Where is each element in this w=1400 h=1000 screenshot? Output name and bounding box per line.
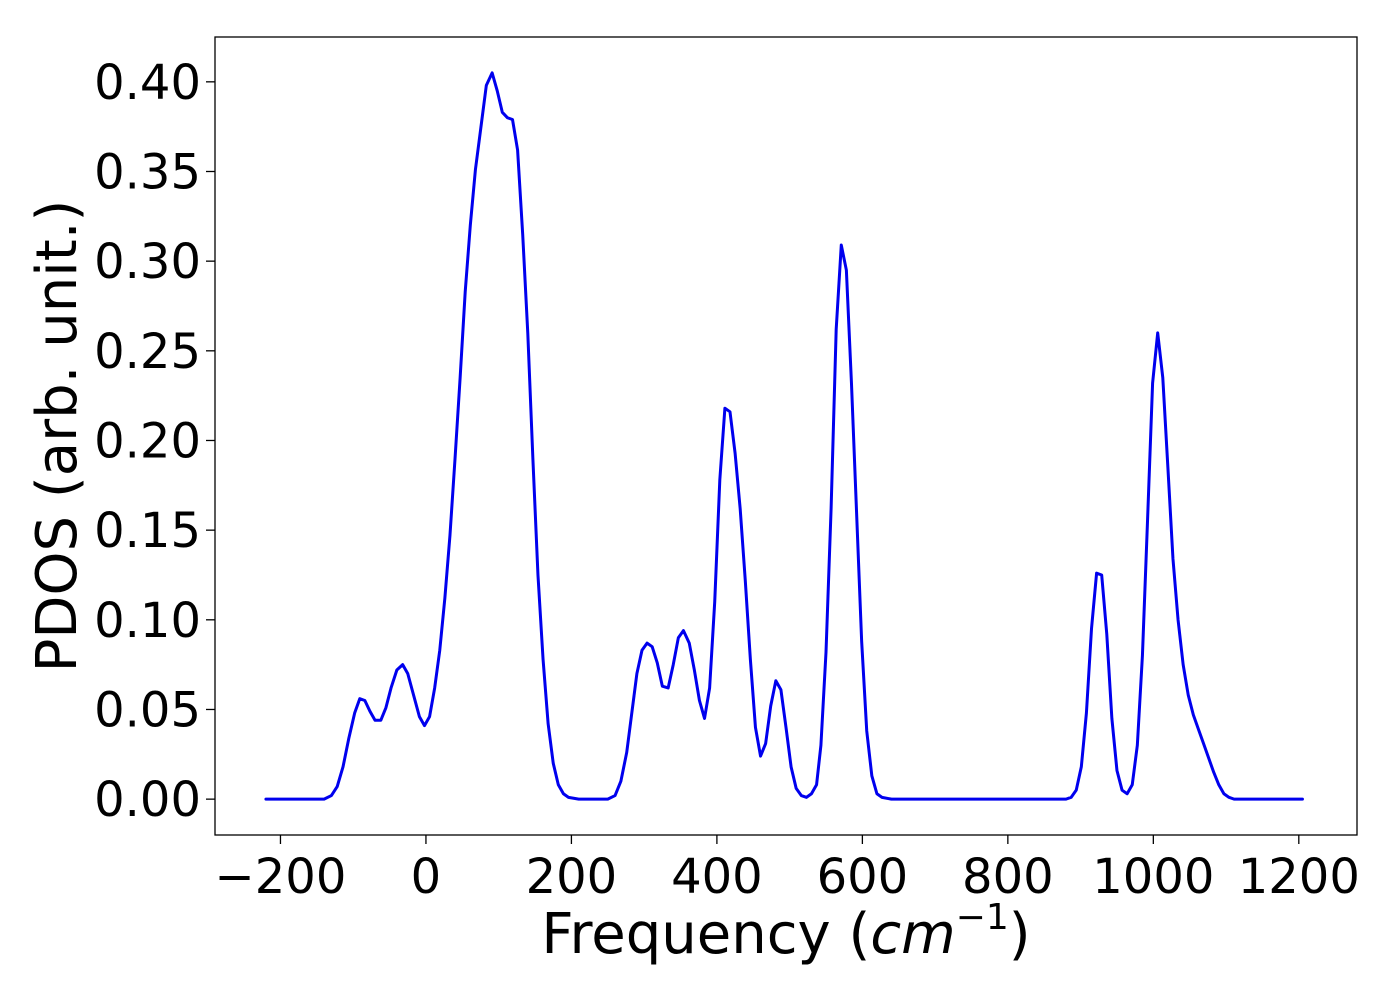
x-axis-label-close: )	[1009, 902, 1031, 967]
y-tick-label: 0.30	[94, 234, 201, 290]
x-axis: −200 0 200 400 600 800 1000 1200	[215, 835, 1360, 905]
x-tick-label: 0	[411, 849, 442, 905]
y-tick-label: 0.15	[94, 503, 201, 559]
x-axis-label-exponent: −1	[956, 897, 1009, 938]
x-tick-label: 800	[962, 849, 1054, 905]
y-tick-label: 0.00	[94, 772, 201, 828]
x-tick-label: 600	[817, 849, 909, 905]
y-tick-label: 0.05	[94, 682, 201, 738]
y-tick-label: 0.20	[94, 413, 201, 469]
y-tick-label: 0.10	[94, 593, 201, 649]
x-tick-label: 200	[526, 849, 618, 905]
x-tick-label: −200	[215, 849, 347, 905]
y-tick-label: 0.25	[94, 324, 201, 380]
x-tick-label: 400	[671, 849, 763, 905]
plot-area	[264, 71, 1304, 801]
x-axis-label-unit: cm	[870, 902, 955, 967]
y-tick-label: 0.40	[94, 55, 201, 111]
plot-frame	[214, 36, 1358, 836]
x-tick-label: 1200	[1238, 849, 1360, 905]
y-tick-label: 0.35	[94, 144, 201, 200]
y-axis: 0.00 0.05 0.10 0.15 0.20 0.25 0.30 0.35 0.40	[94, 55, 215, 828]
x-axis-label-main: Frequency (	[541, 902, 870, 967]
y-axis-label: PDOS (arb. unit.)	[25, 200, 90, 673]
x-tick-label: 1000	[1092, 849, 1214, 905]
series-line-0	[264, 71, 1304, 801]
x-axis-label: Frequency (cm−1)	[541, 897, 1030, 967]
